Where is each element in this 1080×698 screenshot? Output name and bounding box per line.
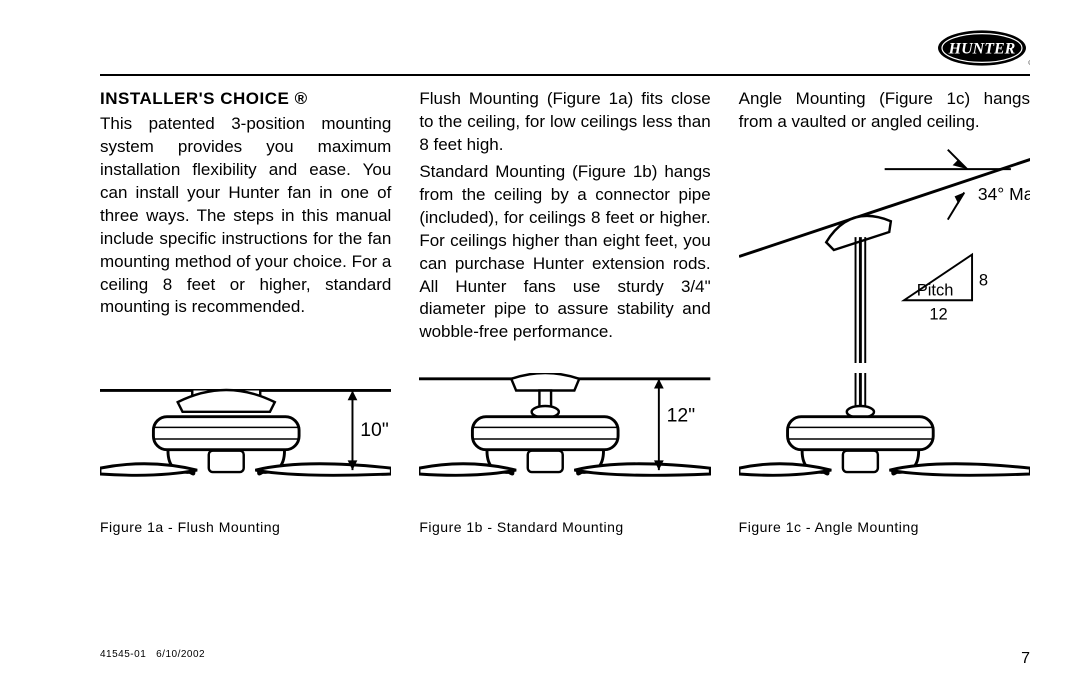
- figure-1a: 10" Figure 1a - Flush Mounting: [100, 373, 391, 535]
- pitch-run: 12: [929, 306, 947, 324]
- column-1: INSTALLER'S CHOICE ® This patented 3-pos…: [100, 88, 391, 363]
- footer: 41545-01 6/10/2002: [100, 649, 205, 660]
- column-2: Flush Mounting (Figure 1a) fits close to…: [419, 88, 710, 363]
- figure-1c-caption: Figure 1c - Angle Mounting: [739, 519, 919, 535]
- header-logo-row: HUNTER ®: [100, 28, 1030, 68]
- max-angle-label: 34° Max: [978, 184, 1030, 204]
- footer-partno: 41545-01: [100, 649, 146, 660]
- top-rule: [100, 74, 1030, 76]
- col2-p2: Standard Mounting (Figure 1b) hangs from…: [419, 161, 710, 345]
- brand-logo: HUNTER ®: [934, 28, 1030, 68]
- col2-p1: Flush Mounting (Figure 1a) fits close to…: [419, 88, 710, 157]
- brand-logo-text: HUNTER: [948, 41, 1016, 58]
- figure-1c-upper: 34° Max Pitch 8 12: [739, 140, 1030, 363]
- pitch-rise: 8: [979, 272, 988, 290]
- figure-1b: 12" Figure 1b - Standard Mounting: [419, 373, 710, 535]
- figure-1a-caption: Figure 1a - Flush Mounting: [100, 519, 280, 535]
- fig-a-dim: 10": [360, 419, 389, 441]
- page-number: 7: [1021, 650, 1030, 668]
- fig-b-dim: 12": [667, 405, 696, 427]
- col3-body: Angle Mounting (Figure 1c) hangs from a …: [739, 88, 1030, 134]
- pitch-label: Pitch: [916, 281, 953, 299]
- figure-1b-caption: Figure 1b - Standard Mounting: [419, 519, 623, 535]
- svg-text:®: ®: [1028, 59, 1030, 67]
- footer-date: 6/10/2002: [156, 649, 205, 660]
- column-3: Angle Mounting (Figure 1c) hangs from a …: [739, 88, 1030, 363]
- text-columns: INSTALLER'S CHOICE ® This patented 3-pos…: [100, 88, 1030, 363]
- figures-row: 10" Figure 1a - Flush Mounting: [100, 373, 1030, 535]
- section-heading: INSTALLER'S CHOICE ®: [100, 88, 391, 111]
- col1-body: This patented 3-position mounting system…: [100, 113, 391, 319]
- figure-1c-lower: Figure 1c - Angle Mounting: [739, 373, 1030, 535]
